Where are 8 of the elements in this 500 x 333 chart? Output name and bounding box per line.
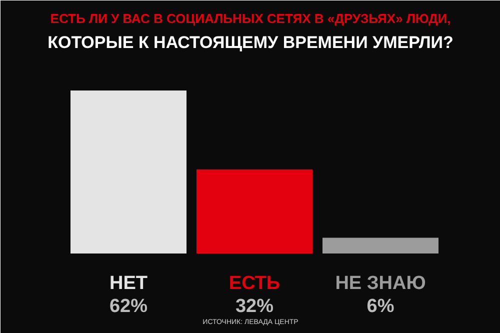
x-tick-label: ЕСТЬ [228,273,280,294]
x-tick-label: НЕТ [110,273,148,294]
data-label: 32% [235,296,274,317]
chart-subtitle: КОТОРЫЕ К НАСТОЯЩЕМУ ВРЕМЕНИ УМЕРЛИ? [48,33,454,52]
data-label: 62% [109,296,148,317]
x-tick-label: НЕ ЗНАЮ [335,273,426,294]
chart-title: ЕСТЬ ЛИ У ВАС В СОЦИАЛЬНЫХ СЕТЯХ В «ДРУЗЬЯХ» ЛЮДИ, [50,11,451,26]
data-label: 6% [366,296,394,317]
